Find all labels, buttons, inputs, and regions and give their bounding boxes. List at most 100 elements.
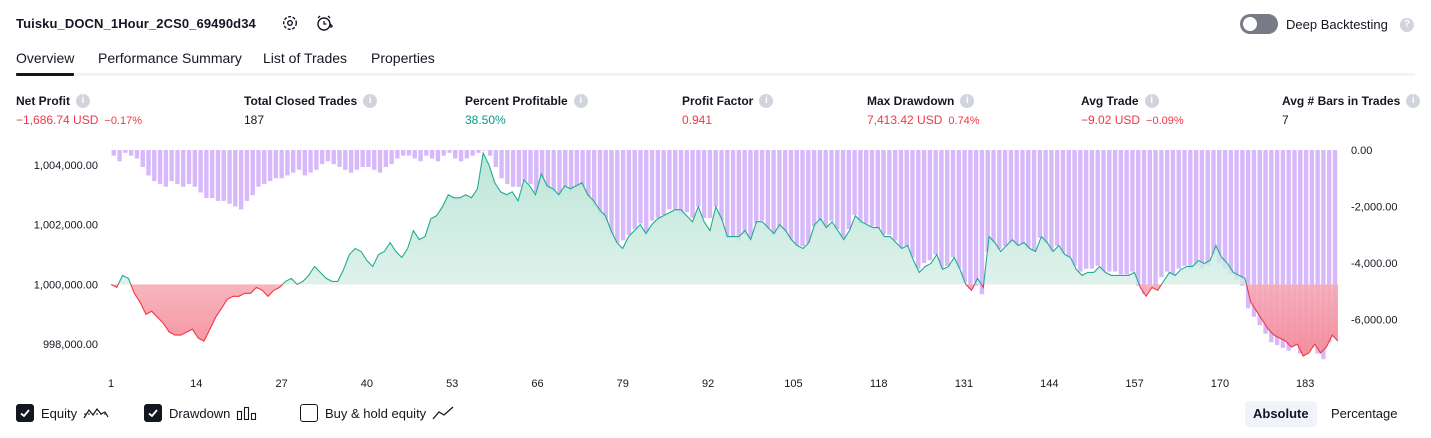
drawdown-bar: [487, 150, 493, 156]
drawdown-bar: [418, 150, 423, 162]
alert-clock-icon[interactable]: [314, 13, 334, 33]
equity-area-positive: [118, 153, 1247, 285]
equity-drawdown-chart[interactable]: 1,004,000.00 1,002,000.00 1,000,000.00 998,…: [0, 140, 1431, 395]
metric-value: 7,413.42 USD: [867, 113, 943, 127]
x-axis-tick-label: 14: [190, 378, 202, 390]
drawdown-bar: [510, 150, 516, 187]
drawdown-bar: [858, 150, 863, 224]
drawdown-bar: [1309, 150, 1315, 348]
info-icon[interactable]: i: [759, 94, 774, 108]
drawdown-bar: [609, 150, 614, 235]
drawdown-bar: [1147, 150, 1152, 286]
absolute-mode-button[interactable]: Absolute: [1245, 401, 1317, 427]
drawdown-bar: [522, 150, 527, 182]
drawdown-bar: [551, 150, 556, 193]
drawdown-bar: [794, 150, 799, 247]
drawdown-bar: [505, 150, 510, 184]
drawdown-bar: [1182, 150, 1187, 266]
tab-overview[interactable]: Overview: [16, 50, 75, 76]
drawdown-bar: [904, 150, 909, 247]
drawdown-bar: [673, 150, 678, 210]
drawdown-bar: [389, 150, 394, 165]
metric-profit-factor: Profit Factor i 0.941: [682, 94, 774, 127]
drawdown-bar: [204, 150, 209, 199]
info-icon[interactable]: i: [1406, 94, 1421, 108]
drawdown-bar: [464, 150, 470, 159]
x-axis-tick-label: 183: [1296, 378, 1314, 390]
equity-line-icon: [83, 407, 109, 419]
drawdown-bar: [1234, 150, 1239, 281]
percentage-mode-button[interactable]: Percentage: [1331, 406, 1398, 421]
drawdown-bar: [1037, 150, 1043, 238]
drawdown-bar: [1257, 150, 1262, 326]
drawdown-bar: [337, 150, 342, 167]
metric-label: Percent Profitable: [465, 94, 568, 108]
drawdown-bar: [719, 150, 724, 221]
settings-gear-icon[interactable]: [280, 13, 300, 33]
tab-list-of-trades[interactable]: List of Trades: [263, 50, 347, 66]
metric-avg-trade: Avg Trade i −9.02 USD −0.09%: [1081, 94, 1184, 127]
drawdown-bar: [655, 150, 661, 218]
drawdown-bar: [950, 150, 956, 258]
deep-backtesting-toggle[interactable]: [1240, 14, 1278, 34]
drawdown-bar: [1089, 150, 1095, 269]
drawdown-checkbox-box[interactable]: [144, 404, 162, 422]
drawdown-bar: [910, 150, 915, 258]
drawdown-bar: [1292, 150, 1297, 346]
drawdown-bar: [1043, 150, 1048, 244]
equity-checkbox-box[interactable]: [16, 404, 34, 422]
drawdown-bar: [343, 150, 348, 170]
drawdown-bar: [192, 150, 198, 187]
drawdown-bar: [1002, 150, 1008, 247]
tab-label: Performance Summary: [98, 50, 242, 66]
drawdown-bar: [615, 150, 620, 244]
drawdown-bar: [713, 150, 718, 207]
drawdown-bar: [383, 150, 389, 167]
drawdown-bar: [175, 150, 180, 184]
x-axis-tick-label: 118: [870, 378, 888, 390]
drawdown-checkbox[interactable]: Drawdown: [144, 404, 258, 422]
drawdown-bars: [111, 150, 1338, 360]
tab-properties[interactable]: Properties: [371, 50, 435, 66]
info-icon[interactable]: i: [573, 94, 588, 108]
drawdown-bar: [267, 150, 273, 182]
metric-value: 7: [1282, 113, 1289, 127]
drawdown-bar: [360, 150, 365, 167]
drawdown-bar: [111, 150, 116, 156]
info-icon[interactable]: i: [363, 94, 378, 108]
info-icon[interactable]: i: [960, 94, 975, 108]
help-icon[interactable]: ?: [1400, 18, 1414, 32]
buy-hold-checkbox[interactable]: Buy & hold equity: [300, 404, 454, 422]
buy-hold-checkbox-box[interactable]: [300, 404, 318, 422]
drawdown-bar: [238, 150, 244, 210]
buy-hold-label: Buy & hold equity: [325, 405, 427, 421]
drawdown-bar: [233, 150, 238, 207]
info-icon[interactable]: i: [76, 94, 90, 108]
drawdown-bar: [377, 150, 383, 173]
drawdown-bar: [1112, 150, 1118, 272]
drawdown-bar: [1245, 150, 1251, 309]
drawdown-bar: [730, 150, 736, 238]
drawdown-bar: [620, 150, 626, 241]
x-axis-ticks: 1 14 27 40 53 66 79 92 105 118 131 144 157 170 183: [108, 378, 1314, 390]
drawdown-bar: [823, 150, 828, 227]
drawdown-bar: [406, 150, 412, 156]
drawdown-bar: [1321, 150, 1326, 360]
drawdown-bar: [1136, 150, 1141, 286]
tab-label: Properties: [371, 50, 435, 66]
drawdown-bar: [875, 150, 880, 230]
drawdown-bar: [1298, 150, 1303, 354]
left-axis-tick-label: 1,000,000.00: [34, 279, 98, 291]
drawdown-bar: [771, 150, 776, 235]
tab-performance-summary[interactable]: Performance Summary: [98, 50, 242, 66]
drawdown-bar: [591, 150, 597, 207]
drawdown-bar: [1141, 150, 1147, 295]
equity-label: Equity: [41, 405, 78, 421]
drawdown-bar: [458, 150, 464, 162]
drawdown-bar: [123, 150, 128, 153]
equity-checkbox[interactable]: Equity: [16, 404, 109, 422]
drawdown-bar: [256, 150, 261, 187]
drawdown-bar: [244, 150, 250, 201]
strategy-title: Tuisku_DOCN_1Hour_2CS0_69490d34: [16, 16, 256, 31]
info-icon[interactable]: i: [1144, 94, 1159, 108]
